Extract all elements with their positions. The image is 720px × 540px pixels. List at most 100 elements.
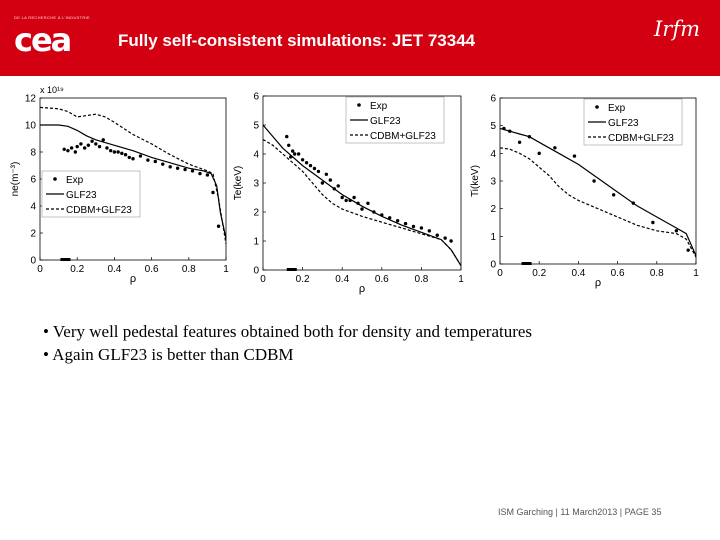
- y-axis-label: ne(m⁻³): [10, 162, 21, 197]
- series-line-glf23: [262, 124, 462, 267]
- y-tick-label: 2: [30, 229, 36, 240]
- data-point: [380, 213, 384, 217]
- data-point: [289, 155, 293, 159]
- y-tick-label: 8: [30, 148, 36, 159]
- x-tick-label: 0: [37, 264, 43, 275]
- data-point: [116, 150, 120, 154]
- charts-area: 0 0.2 0.4 0.6 0.8 1 0 2 4 6 8 10 12 ρ ne(m⁻³) x 10¹⁹ Exp…: [0, 78, 720, 300]
- footer: ISM Garching | 11 March2013 | PAGE 35: [498, 507, 661, 517]
- data-point: [312, 166, 317, 171]
- data-point: [403, 221, 408, 226]
- data-point: [527, 135, 532, 139]
- y-tick-label: 2: [253, 208, 259, 219]
- y-tick-label: 10: [25, 121, 37, 132]
- chart-te: 0 0.2 0.4 0.6 0.8 1 0 1 2 3 4 5 6 ρ Te(keV) Exp GLF23 CDB…: [233, 92, 464, 296]
- x-tick-label: 0.2: [532, 268, 546, 279]
- legend-label: CDBM+GLF23: [608, 133, 674, 144]
- irfm-logo: Irfm: [654, 17, 701, 41]
- data-point: [127, 155, 131, 160]
- x-tick-label: 0.6: [145, 264, 159, 275]
- y-exponent-label: x 10¹⁹: [40, 85, 64, 95]
- chart-ti: 0 0.2 0.4 0.6 0.8 1 0 1 2 3 4 5 6 ρ Ti(keV) Exp GLF23 CDB…: [470, 94, 699, 290]
- data-point: [631, 201, 635, 205]
- data-point: [686, 248, 690, 252]
- data-point: [537, 151, 541, 156]
- x-tick-label: 0.4: [107, 264, 121, 275]
- y-tick-label: 12: [25, 94, 37, 105]
- legend: Exp GLF23 CDBM+GLF23: [345, 96, 445, 144]
- legend-label: Exp: [66, 175, 84, 186]
- legend-label: Exp: [608, 103, 626, 114]
- data-point: [296, 152, 301, 156]
- data-point: [592, 179, 596, 183]
- data-point: [411, 224, 416, 229]
- x-tick-label: 0.6: [375, 274, 389, 285]
- data-point: [190, 169, 195, 173]
- cea-tagline: DE LA RECHERCHE À L'INDUSTRIE: [14, 15, 90, 20]
- data-point: [553, 146, 557, 150]
- x-tick-label: 1: [458, 274, 464, 285]
- series-line-cdbm-glf23: [262, 138, 462, 267]
- data-point: [183, 167, 187, 172]
- data-point: [105, 146, 109, 150]
- y-tick-label: 5: [253, 121, 259, 132]
- legend-label: GLF23: [608, 118, 639, 129]
- y-tick-label: 1: [253, 237, 259, 248]
- data-point: [435, 233, 439, 237]
- data-point: [611, 193, 616, 197]
- x-tick-label: 1: [693, 268, 699, 279]
- y-tick-label: 6: [490, 94, 496, 105]
- data-point: [324, 172, 329, 176]
- data-point: [285, 134, 289, 139]
- legend-marker: [53, 177, 57, 181]
- bullet-list: • Very well pedestal features obtained b…: [43, 320, 532, 366]
- y-tick-label: 4: [30, 202, 36, 213]
- bullet-item: • Very well pedestal features obtained b…: [43, 322, 533, 341]
- y-tick-label: 6: [253, 92, 259, 103]
- x-tick-label: 0.2: [296, 274, 310, 285]
- x-tick-label: 0.6: [611, 268, 625, 279]
- data-point: [97, 144, 102, 149]
- x-tick-label: 0: [260, 274, 266, 285]
- x-axis-label: ρ: [359, 283, 365, 295]
- legend-marker: [357, 103, 361, 107]
- data-point: [161, 162, 165, 166]
- data-point: [449, 239, 453, 243]
- data-point: [508, 129, 512, 133]
- data-point: [94, 142, 98, 146]
- data-point: [674, 229, 679, 233]
- y-tick-label: 1: [490, 232, 496, 243]
- y-tick-label: 6: [30, 175, 36, 186]
- data-point: [348, 198, 352, 203]
- data-point: [443, 236, 447, 240]
- axis-marker: [60, 258, 71, 261]
- data-point: [366, 201, 370, 205]
- data-point: [211, 190, 215, 195]
- data-point: [316, 169, 321, 174]
- series-line-cdbm-glf23: [39, 106, 227, 244]
- data-point: [395, 219, 400, 223]
- data-point: [175, 166, 180, 170]
- data-point: [356, 201, 360, 205]
- data-point: [73, 150, 78, 154]
- slide-title: Fully self-consistent simulations: JET 7…: [118, 31, 476, 50]
- data-point: [300, 158, 305, 162]
- data-point: [146, 158, 150, 162]
- legend-label: GLF23: [370, 116, 401, 127]
- x-axis-label: ρ: [595, 277, 601, 289]
- axis-marker: [286, 268, 297, 271]
- y-tick-label: 3: [490, 177, 496, 188]
- data-point: [198, 171, 202, 176]
- legend: Exp GLF23 CDBM+GLF23: [583, 98, 683, 146]
- legend-label: CDBM+GLF23: [370, 131, 436, 142]
- x-tick-label: 0.2: [70, 264, 84, 275]
- data-point: [75, 144, 79, 149]
- data-point: [101, 138, 105, 142]
- data-point: [108, 148, 113, 153]
- data-point: [168, 165, 172, 169]
- legend-label: GLF23: [66, 190, 97, 201]
- data-point: [131, 157, 135, 161]
- data-point: [138, 154, 143, 158]
- y-tick-label: 0: [490, 260, 496, 271]
